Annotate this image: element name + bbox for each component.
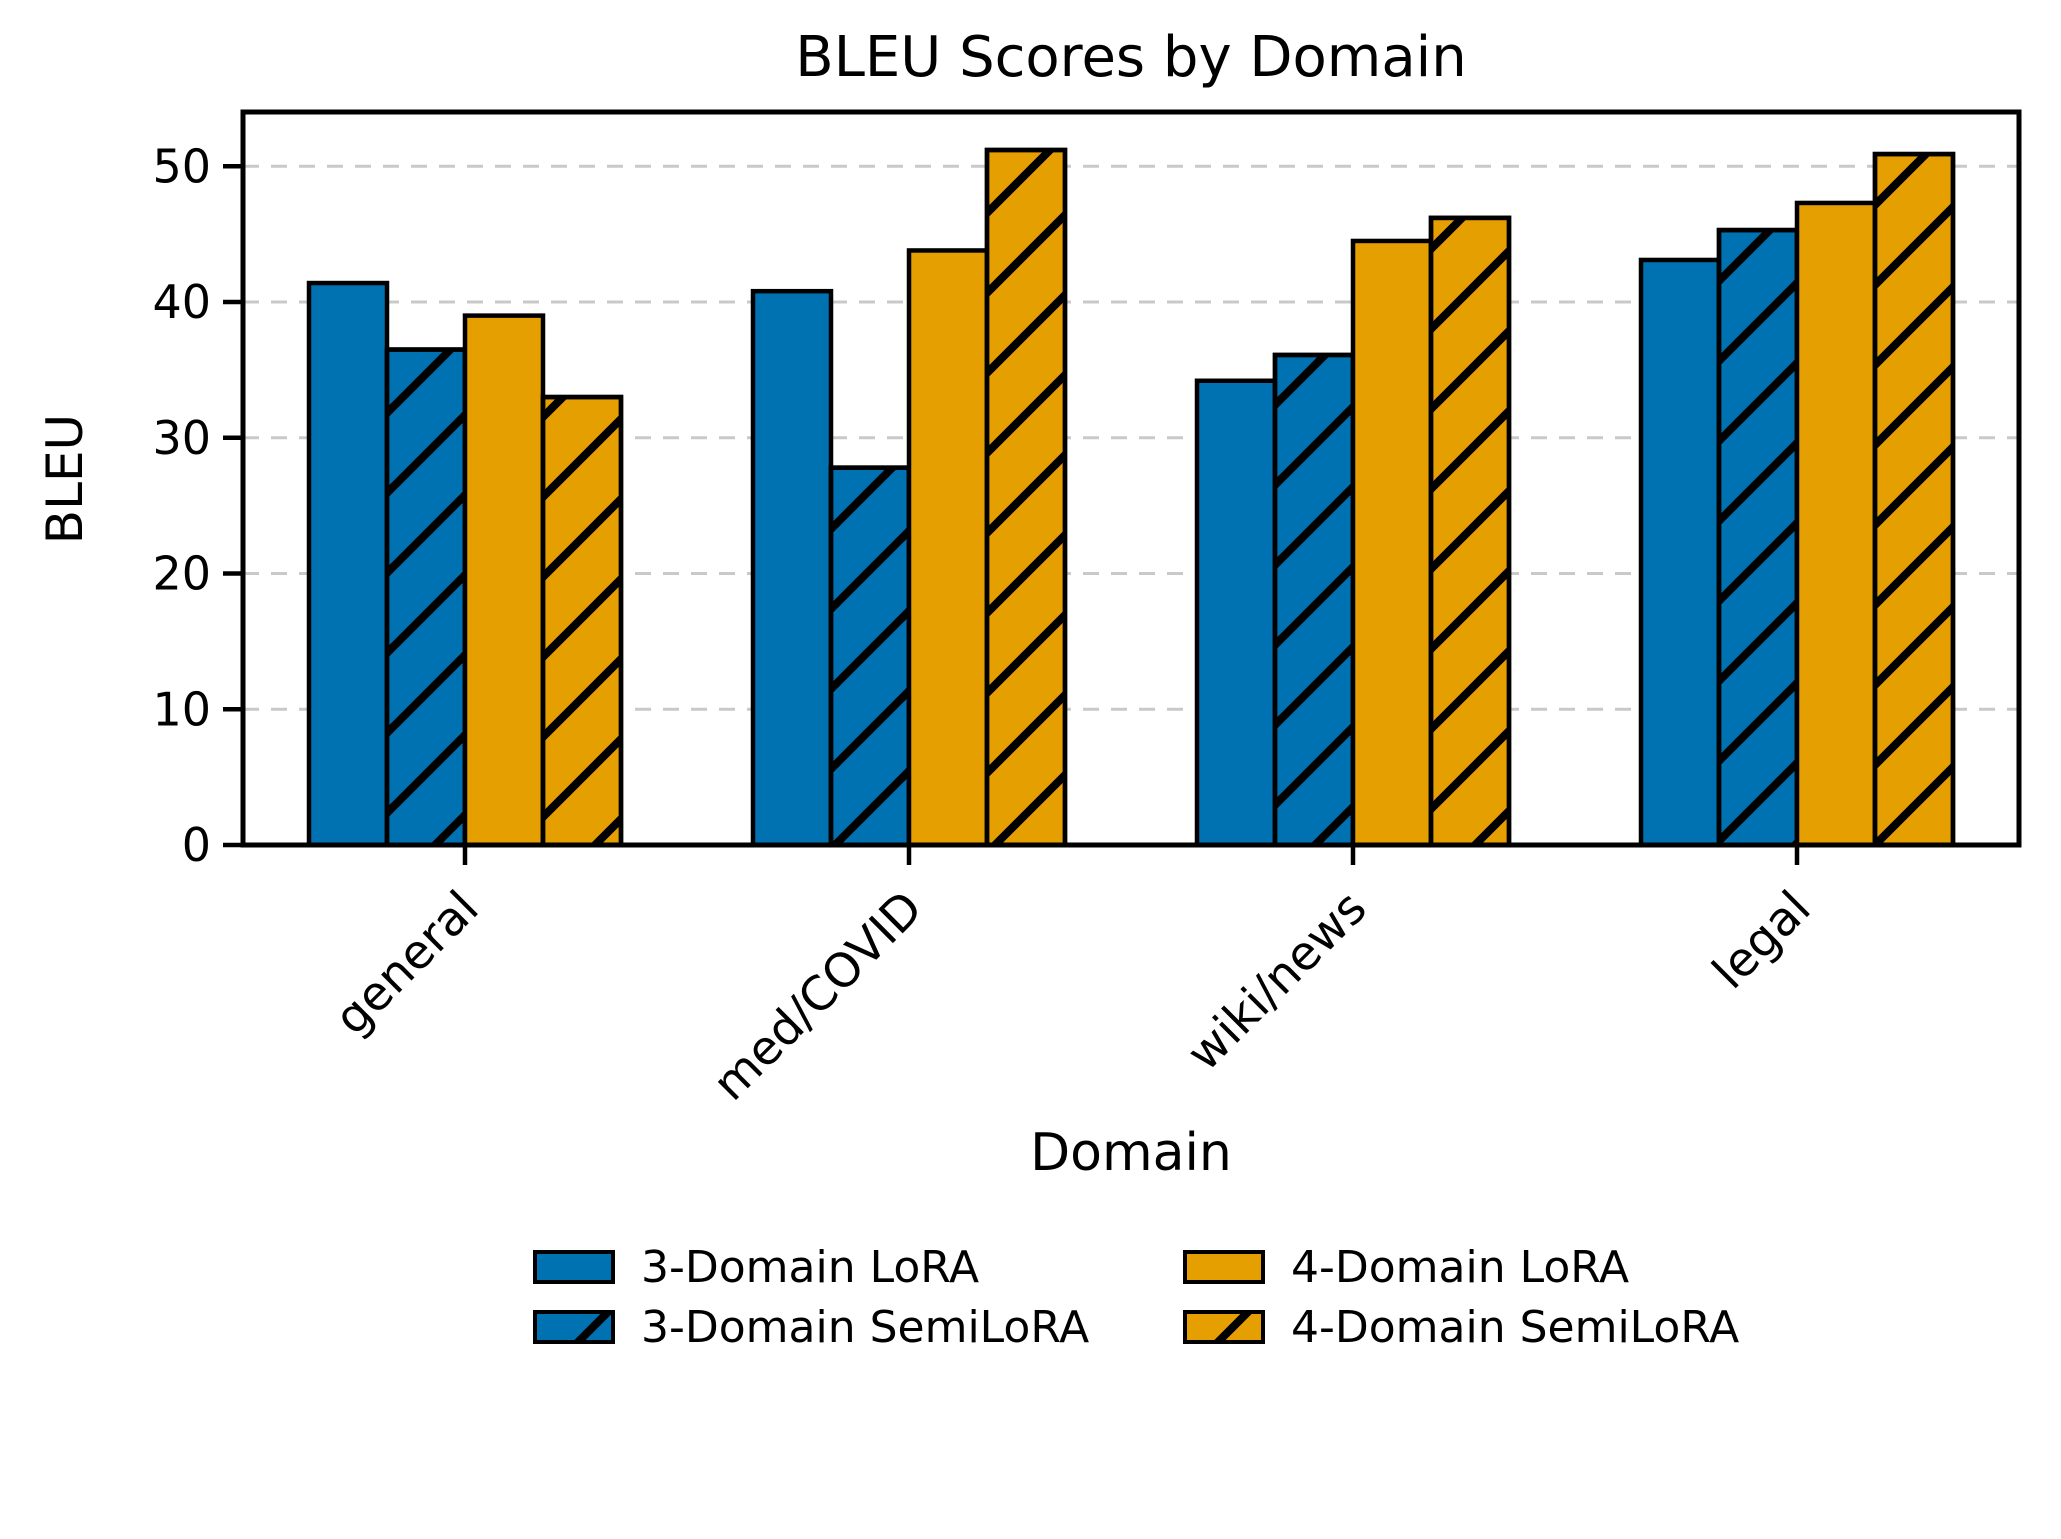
bar-4-domain-lora-med-covid	[906, 248, 990, 848]
y-axis-ticks: 0 10 20 30 40 50	[152, 139, 243, 872]
bars-group	[306, 147, 1956, 848]
x-tick-label-legal: legal	[1702, 881, 1821, 1000]
x-tick-label-med-covid: med/COVID	[703, 881, 934, 1112]
y-tick-label: 30	[152, 411, 211, 465]
legend-swatch-3-domain-lora	[533, 1250, 615, 1284]
x-tick-label-wiki-news: wiki/news	[1176, 881, 1377, 1082]
bar-hatch-overlay	[828, 465, 912, 848]
bar-4-domain-lora-wiki-news	[1350, 238, 1434, 848]
bar-3-domain-lora-wiki-news	[1194, 378, 1278, 848]
y-tick-label: 20	[152, 547, 211, 601]
bar-hatch-overlay	[1716, 227, 1800, 848]
bar-3-domain-lora-med-covid	[750, 288, 834, 848]
x-tick-label-general: general	[324, 881, 489, 1046]
chart-title: BLEU Scores by Domain	[795, 25, 1466, 90]
bar-3-domain-lora-legal	[1638, 257, 1722, 848]
legend-label-3-domain-semilora: 3-Domain SemiLoRA	[641, 1302, 1089, 1353]
bar-4-domain-lora-general	[462, 313, 546, 848]
legend-label-4-domain-lora: 4-Domain LoRA	[1291, 1242, 1629, 1293]
bar-hatch-overlay	[384, 347, 468, 848]
legend-swatch-hatch-overlay	[533, 1310, 615, 1344]
legend-label-4-domain-semilora: 4-Domain SemiLoRA	[1291, 1302, 1739, 1353]
plot-border	[240, 109, 2022, 848]
y-tick-label: 50	[152, 139, 211, 193]
legend: 3-Domain LoRA 3-Domain SemiLoRA 4-Domain L…	[533, 1242, 1739, 1353]
x-axis-ticks: general med/COVID wiki/news legal	[324, 845, 1821, 1112]
y-tick-label: 40	[152, 275, 211, 329]
legend-swatch-hatch-overlay	[1183, 1310, 1265, 1344]
bar-hatch-overlay	[540, 394, 624, 848]
bar-hatch-overlay	[1872, 151, 1956, 848]
y-tick-label: 0	[182, 818, 211, 872]
bar-hatch-overlay	[984, 147, 1068, 848]
legend-swatch-4-domain-lora	[1183, 1250, 1265, 1284]
bar-3-domain-lora-general	[306, 280, 390, 848]
bar-hatch-overlay	[1428, 215, 1512, 848]
bar-hatch-overlay	[1272, 352, 1356, 848]
axes-spines	[240, 109, 2022, 848]
x-axis-label: Domain	[1030, 1123, 1232, 1183]
y-axis-label: BLEU	[36, 414, 94, 544]
legend-label-3-domain-lora: 3-Domain LoRA	[641, 1242, 979, 1293]
bar-4-domain-lora-legal	[1794, 200, 1878, 848]
y-tick-label: 10	[152, 682, 211, 736]
